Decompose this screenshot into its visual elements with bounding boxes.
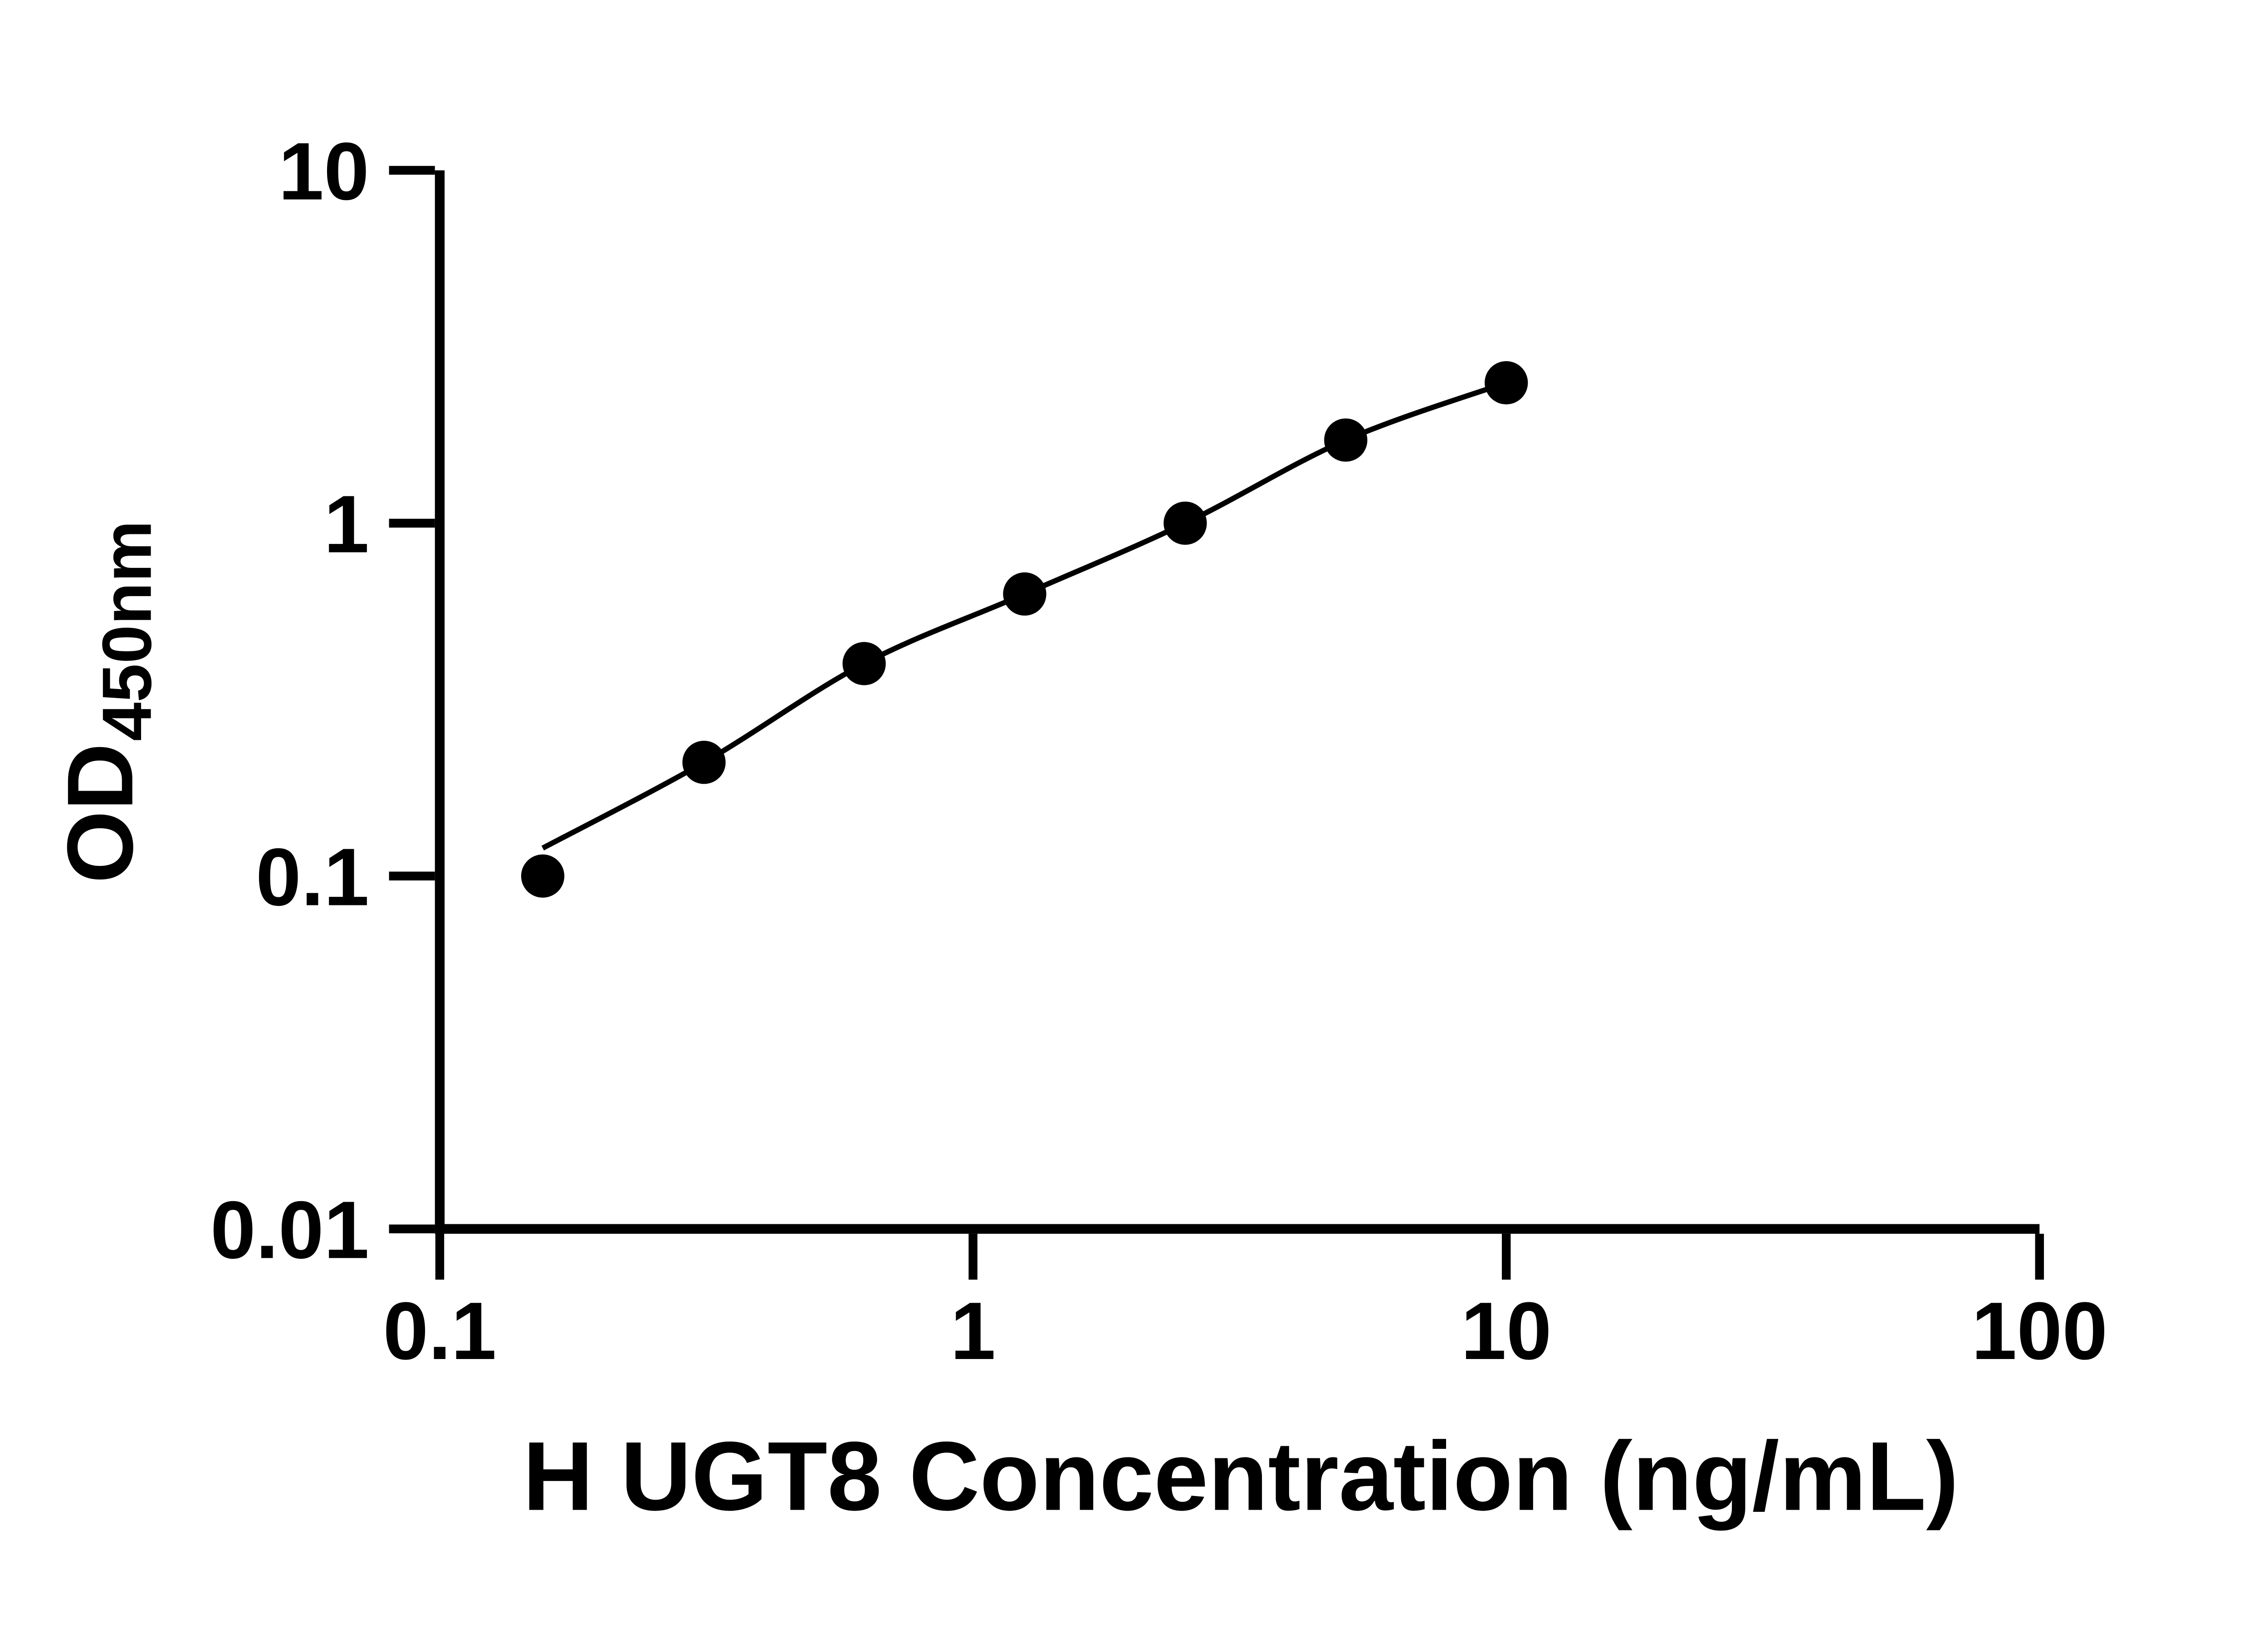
x-tick-label: 10 xyxy=(1461,1286,1552,1377)
y-axis-title-main: OD xyxy=(48,743,152,883)
data-point xyxy=(1003,572,1046,616)
x-tick-label: 100 xyxy=(1971,1286,2107,1377)
data-point xyxy=(842,642,886,685)
x-tick-label: 1 xyxy=(950,1286,996,1377)
y-tick-label: 10 xyxy=(279,126,369,217)
x-axis-title: H UGT8 Concentration (ng/mL) xyxy=(523,1422,1959,1531)
y-axis-title-subscript: 450nm xyxy=(88,520,166,741)
x-tick-label: 0.1 xyxy=(383,1286,496,1377)
y-tick-label: 0.01 xyxy=(210,1184,369,1276)
data-point xyxy=(1324,418,1368,462)
data-point xyxy=(1163,501,1207,545)
y-tick-label: 0.1 xyxy=(256,831,369,923)
data-point xyxy=(521,854,565,898)
y-axis-title: OD 450nm xyxy=(48,520,166,883)
data-point xyxy=(682,740,726,784)
y-tick-label: 1 xyxy=(324,479,369,570)
data-point xyxy=(1485,361,1528,405)
